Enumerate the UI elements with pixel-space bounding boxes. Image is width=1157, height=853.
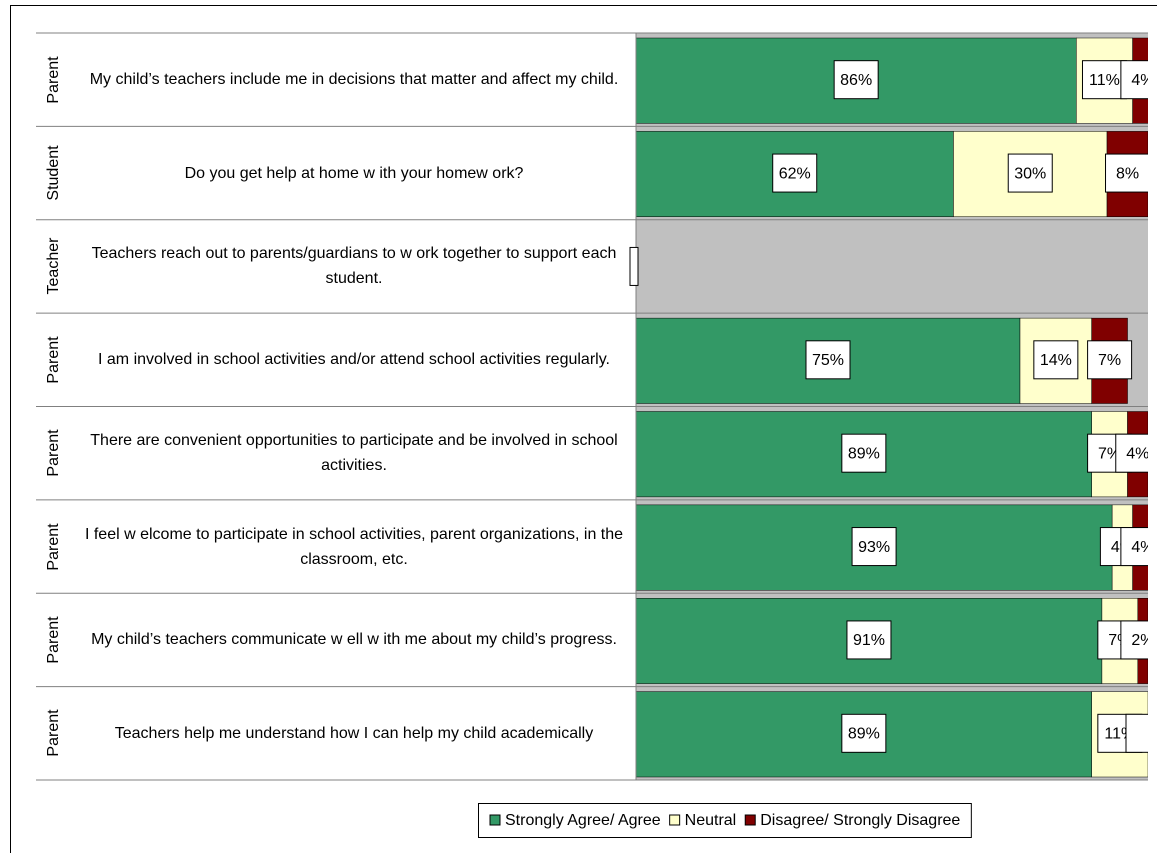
category-label: I feel w elcome to participate in school… [84,525,624,568]
group-label: Parent [45,522,62,571]
legend-label: Strongly Agree/ Agree [505,812,661,829]
outer-border [10,5,1157,853]
data-label-box [841,433,887,473]
data-label-box [846,620,892,660]
data-label: 86% [840,72,872,89]
data-label: 93% [858,539,890,556]
legend-label: Disagree/ Strongly Disagree [760,812,960,829]
data-label: 75% [812,352,844,369]
data-label: 89% [848,445,880,462]
empty-label-box [629,246,639,286]
data-label: 91% [853,632,885,649]
data-label-box [772,153,818,193]
category-label: There are convenient opportunities to pa… [90,432,618,475]
data-label: 62% [779,165,811,182]
data-label-box [851,527,897,567]
legend-swatch [744,814,756,826]
data-label: 8% [1116,165,1139,182]
data-label: 14% [1040,352,1072,369]
data-label-box [1007,153,1053,193]
category-label: My child’s teachers include me in decisi… [89,71,619,89]
data-label: 2% [1131,632,1154,649]
data-label-box [1087,340,1133,380]
data-label-box [1120,527,1148,567]
data-label-box [1120,60,1148,100]
legend-label: Neutral [685,812,737,829]
data-label-box [841,713,887,753]
group-label: Student [45,145,62,201]
data-label: 4% [1131,72,1154,89]
data-label: 11% [1089,72,1120,89]
group-label: Teacher [45,237,62,295]
legend-swatch [669,814,681,826]
category-label: Teachers help me understand how I can he… [114,724,594,742]
data-label: 7% [1098,352,1121,369]
legend-swatch [489,814,501,826]
data-label-box [1105,153,1148,193]
data-label-box [1125,713,1148,753]
data-label-box [805,340,851,380]
legend-box [478,803,972,838]
data-label: 30% [1014,165,1046,182]
data-label-box [1115,433,1148,473]
group-label: Parent [45,336,62,384]
category-label: Do you get help at home w ith your homew… [184,164,524,182]
data-label-box [1120,620,1148,660]
data-label: 89% [848,726,880,743]
group-label: Parent [45,56,62,104]
data-label-box [833,60,879,100]
category-label: Teachers reach out to parents/guardians … [91,245,617,288]
group-label: Parent [45,616,62,664]
data-label-box [1033,340,1079,380]
category-label: I am involved in school activities and/o… [98,351,610,369]
group-label: Parent [45,429,62,477]
data-label-box [1081,60,1127,100]
data-label: 4% [1131,539,1154,556]
category-label: My child’s teachers communicate w ell w … [91,631,617,649]
group-label: Parent [45,709,62,757]
data-label: 4% [1126,445,1149,462]
